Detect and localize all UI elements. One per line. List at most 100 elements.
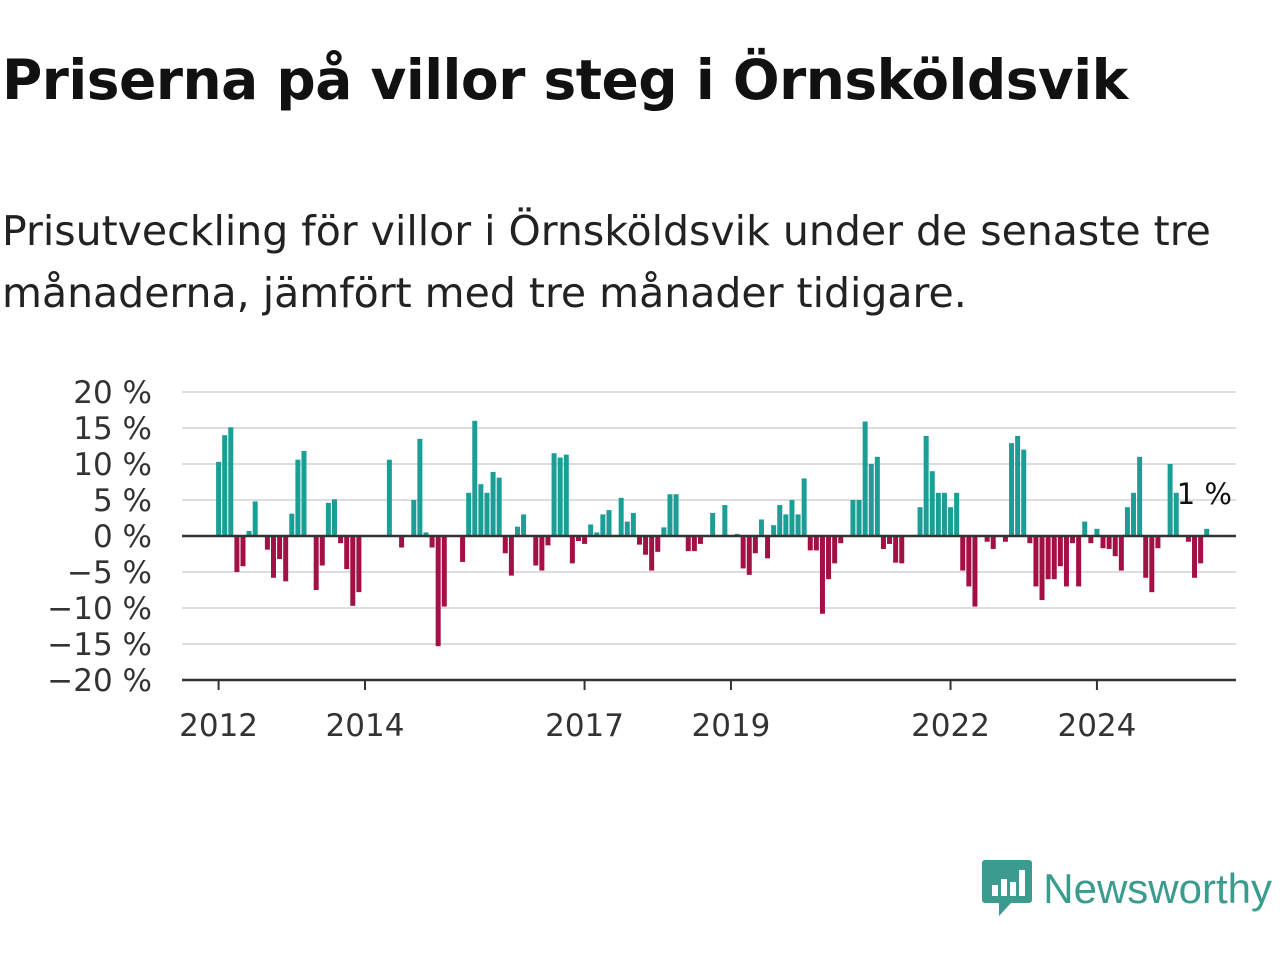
bar <box>606 510 612 536</box>
bar <box>222 435 228 536</box>
last-value-label: 1 % <box>1177 477 1232 511</box>
bar <box>856 500 862 536</box>
bar <box>655 536 661 552</box>
bar <box>1021 449 1027 536</box>
bar <box>1192 536 1198 578</box>
y-tick-label: 10 % <box>73 447 152 483</box>
bar <box>1002 536 1008 542</box>
bar <box>313 536 319 590</box>
bar <box>960 536 966 571</box>
bar <box>722 505 728 536</box>
x-tick-label: 2017 <box>545 708 624 740</box>
y-tick-label: −20 % <box>47 663 152 699</box>
bar <box>673 494 679 536</box>
y-tick-label: 5 % <box>93 483 152 519</box>
bar <box>228 427 234 536</box>
bar <box>1100 536 1106 549</box>
bar <box>771 525 777 536</box>
bar <box>386 459 392 536</box>
bar <box>1124 507 1130 536</box>
chart-title: Priserna på villor steg i Örnsköldsvik <box>2 48 1128 112</box>
bar <box>594 532 600 536</box>
bar <box>691 536 697 552</box>
bar <box>295 459 301 536</box>
bar <box>478 484 484 536</box>
bar <box>667 494 673 536</box>
bar <box>795 514 801 536</box>
bar <box>746 536 752 575</box>
bar <box>697 536 703 544</box>
bar <box>1204 528 1210 536</box>
bar <box>1051 536 1057 580</box>
bar <box>234 536 240 572</box>
bar <box>874 456 880 536</box>
bar <box>1106 536 1112 549</box>
bar-chart: 20 %15 %10 %5 %0 %−5 %−10 %−15 %−20 % 201… <box>47 375 1236 740</box>
bar <box>521 514 527 536</box>
bar <box>1027 536 1033 544</box>
bar <box>880 536 886 549</box>
bar <box>1143 536 1149 578</box>
chart-subtitle: Prisutveckling för villor i Örnsköldsvik… <box>2 207 1211 317</box>
bar <box>283 536 289 582</box>
x-tick-label: 2019 <box>692 708 771 740</box>
bar <box>826 536 832 580</box>
bar <box>954 492 960 536</box>
bar <box>661 527 667 536</box>
bar <box>417 438 423 536</box>
bar <box>429 536 435 548</box>
bar <box>325 502 331 536</box>
bar <box>582 536 588 544</box>
bar <box>1131 492 1137 536</box>
bar <box>508 536 514 576</box>
bar <box>636 536 642 545</box>
bar <box>240 536 246 567</box>
bar <box>1076 536 1082 587</box>
bar <box>801 478 807 536</box>
bar <box>399 536 405 548</box>
bar <box>490 471 496 536</box>
bar <box>441 536 447 607</box>
bar <box>765 536 771 559</box>
bar <box>545 536 551 546</box>
bar <box>411 500 417 536</box>
bar <box>331 499 337 536</box>
bar <box>344 536 350 570</box>
bar <box>460 536 466 562</box>
bar <box>423 532 429 536</box>
bar <box>643 536 649 555</box>
bar <box>1155 536 1161 549</box>
bar <box>1082 521 1088 536</box>
x-tick-label: 2024 <box>1057 708 1136 740</box>
bar <box>1198 536 1204 564</box>
bar <box>948 507 954 536</box>
y-tick-label: 20 % <box>73 375 152 411</box>
bar <box>246 530 252 536</box>
bar <box>1070 536 1076 544</box>
bar <box>1137 456 1143 536</box>
bar <box>789 500 795 536</box>
x-tick-label: 2022 <box>911 708 990 740</box>
bar <box>740 536 746 569</box>
bar <box>752 536 758 554</box>
y-tick-label: 15 % <box>73 411 152 447</box>
bar <box>813 536 819 551</box>
brand-name: Newsworthy <box>1043 865 1272 912</box>
bar <box>972 536 978 607</box>
bar <box>252 501 258 536</box>
bar <box>301 451 307 536</box>
newsworthy-logo: Newsworthy <box>981 858 1272 920</box>
bar <box>618 497 624 536</box>
bar <box>1088 536 1094 544</box>
bar <box>563 454 569 536</box>
bar <box>819 536 825 614</box>
bar <box>1167 464 1173 536</box>
bar <box>838 536 844 544</box>
newsworthy-logo-icon <box>982 860 1033 916</box>
bar <box>783 514 789 536</box>
y-tick-label: −5 % <box>67 555 152 591</box>
bar <box>862 421 868 536</box>
bar <box>929 471 935 536</box>
bar <box>435 536 441 647</box>
bar <box>899 536 905 564</box>
